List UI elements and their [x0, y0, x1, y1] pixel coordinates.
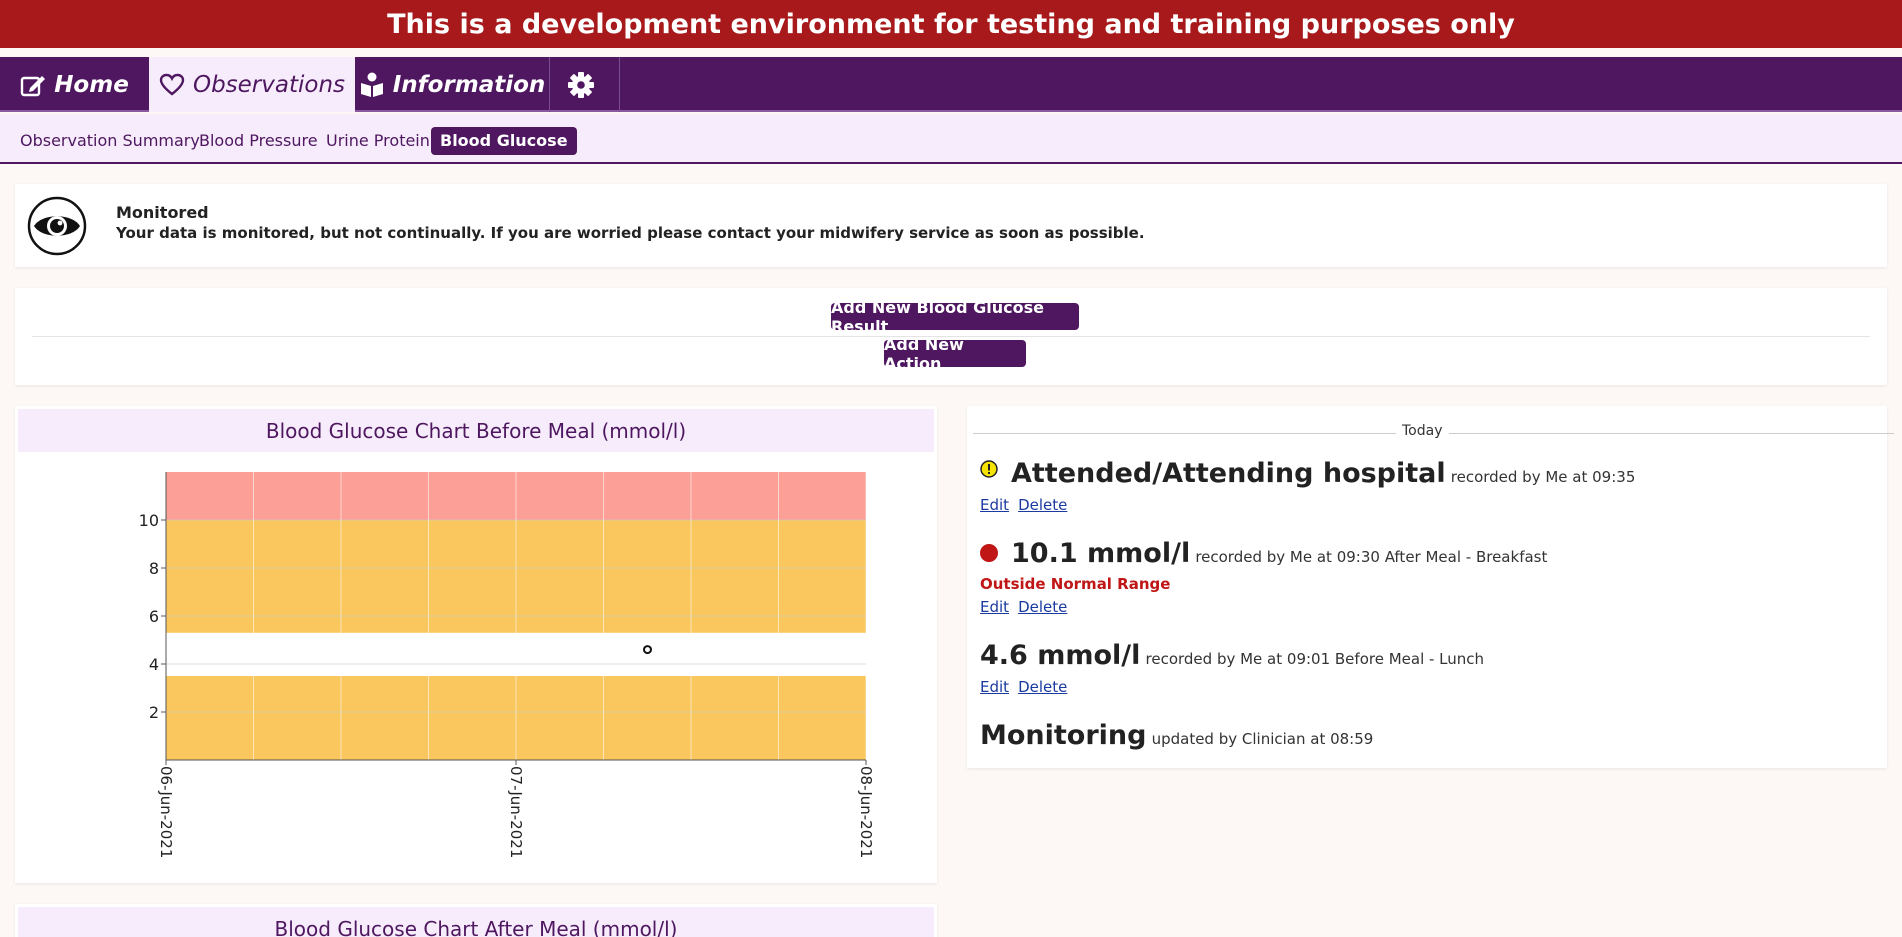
chart-after-meal-title: Blood Glucose Chart After Meal (mmol/l): [18, 907, 934, 937]
dev-environment-banner: This is a development environment for te…: [0, 0, 1902, 48]
timeline-entry-4: Monitoring updated by Clinician at 08:59: [980, 720, 1373, 751]
warning-icon: [980, 460, 998, 478]
subtab-observation-summary[interactable]: Observation Summary: [20, 131, 200, 150]
book-reader-icon: [360, 72, 383, 97]
tab-home[interactable]: Home: [0, 57, 149, 112]
entry-1-delete-link[interactable]: Delete: [1018, 496, 1068, 514]
timeline-entry-3: 4.6 mmol/l recorded by Me at 09:01 Befor…: [980, 640, 1484, 671]
gear-icon: [567, 71, 594, 98]
subtab-blood-pressure[interactable]: Blood Pressure: [199, 131, 318, 150]
timeline-entry-1: Attended/Attending hospital recorded by …: [1011, 458, 1635, 489]
entry-1-title: Attended/Attending hospital: [1011, 458, 1446, 489]
add-blood-glucose-result-button[interactable]: Add New Blood Glucose Result: [831, 298, 1079, 336]
chart-after-meal-card: Blood Glucose Chart After Meal (mmol/l): [15, 904, 937, 937]
actions-divider: [32, 336, 1870, 337]
chart-y-tick-label: 8: [149, 559, 159, 578]
chart-data-point: [642, 645, 652, 655]
chart-before-meal-title: Blood Glucose Chart Before Meal (mmol/l): [18, 409, 934, 452]
out-of-range-warning: Outside Normal Range: [980, 575, 1171, 593]
entry-2-meta: recorded by Me at 09:30 After Meal - Bre…: [1195, 548, 1548, 566]
chart-x-tick-label: 08-Jun-2021: [857, 766, 875, 858]
monitoring-status-panel: Monitored Your data is monitored, but no…: [15, 184, 1887, 267]
tab-information[interactable]: Information: [355, 57, 549, 112]
chart-x-tick-label: 06-Jun-2021: [157, 766, 175, 858]
entry-4-title: Monitoring: [980, 720, 1147, 751]
entry-4-meta: updated by Clinician at 08:59: [1151, 730, 1374, 748]
heart-icon: [159, 73, 185, 96]
tab-observations[interactable]: Observations: [149, 57, 355, 112]
nav-divider: [549, 57, 550, 112]
timeline-date-header: Today: [1396, 423, 1449, 439]
top-navigation: Home Observations Information: [0, 57, 1902, 112]
chart-y-tick-label: 10: [139, 511, 159, 530]
entry-1-edit-link[interactable]: Edit: [980, 496, 1010, 514]
tab-information-label: Information: [392, 71, 546, 98]
entry-3-meta: recorded by Me at 09:01 Before Meal - Lu…: [1145, 650, 1485, 668]
actions-panel: Add New Blood Glucose Result Add New Act…: [15, 288, 1887, 385]
observations-subnav: Observation Summary Blood Pressure Urine…: [0, 114, 1902, 164]
chart-y-tick-label: 6: [149, 607, 159, 626]
entry-3-title: 4.6 mmol/l: [980, 640, 1141, 671]
red-dot-icon: [980, 544, 998, 562]
entry-3-links: Edit Delete: [980, 678, 1076, 696]
monitoring-status-title: Monitored: [116, 203, 209, 222]
subtab-urine-protein[interactable]: Urine Protein: [326, 131, 430, 150]
entry-3-delete-link[interactable]: Delete: [1018, 678, 1068, 696]
entry-2-links: Edit Delete: [980, 598, 1076, 616]
edit-icon: [20, 75, 46, 96]
entry-2-edit-link[interactable]: Edit: [980, 598, 1010, 616]
entry-1-meta: recorded by Me at 09:35: [1450, 468, 1636, 486]
tab-settings[interactable]: [550, 57, 619, 112]
timeline-entry-2: 10.1 mmol/l recorded by Me at 09:30 Afte…: [1011, 538, 1547, 569]
chart-before-meal-card: Blood Glucose Chart Before Meal (mmol/l)…: [15, 406, 937, 883]
entry-2-delete-link[interactable]: Delete: [1018, 598, 1068, 616]
chart-x-tick-label: 07-Jun-2021: [507, 766, 525, 858]
add-new-action-button[interactable]: Add New Action: [884, 335, 1026, 373]
chart-before-meal: 2 4 6 8 10 06-Jun-2021 07-Jun-2021 08-Jun-2021: [139, 472, 875, 858]
entry-3-edit-link[interactable]: Edit: [980, 678, 1010, 696]
tab-home-label: Home: [54, 71, 129, 98]
nav-divider: [619, 57, 620, 112]
monitoring-status-message: Your data is monitored, but not continua…: [116, 224, 1145, 242]
tab-observations-label: Observations: [192, 71, 346, 98]
entry-1-links: Edit Delete: [980, 496, 1076, 514]
chart-y-tick-label: 4: [149, 655, 159, 674]
chart-y-tick-label: 2: [149, 703, 159, 722]
timeline-panel: Today Attended/Attending hospital record…: [967, 406, 1894, 768]
subtab-blood-glucose[interactable]: Blood Glucose: [431, 127, 577, 155]
eye-icon: [27, 196, 87, 256]
entry-2-title: 10.1 mmol/l: [1011, 538, 1191, 569]
